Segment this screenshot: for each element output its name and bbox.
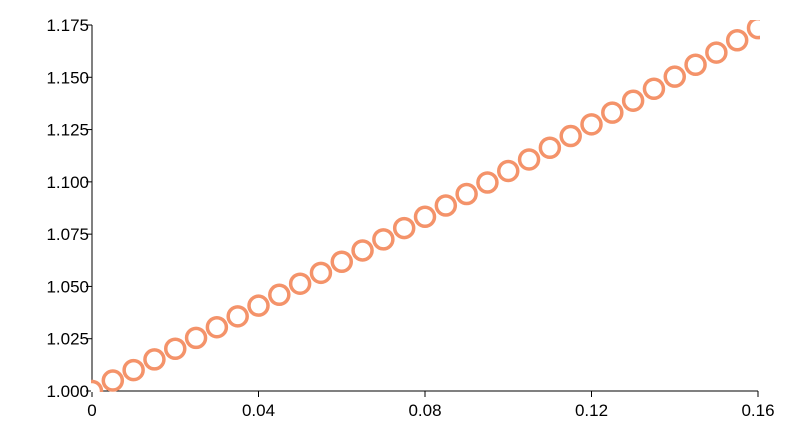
data-point	[538, 136, 562, 160]
data-point	[725, 29, 749, 52]
x-tick-label: 0.16	[741, 401, 774, 420]
data-point	[392, 216, 416, 240]
data-point	[684, 53, 707, 76]
y-tick-label: 1.050	[46, 277, 89, 296]
data-point	[91, 379, 104, 392]
data-point	[205, 315, 229, 339]
data-point	[580, 113, 603, 136]
data-point	[351, 239, 374, 262]
data-point	[476, 171, 499, 194]
data-point	[663, 65, 686, 88]
x-tick-label: 0.04	[242, 401, 275, 420]
data-point	[746, 20, 760, 40]
data-point	[101, 369, 125, 392]
y-tick-label: 1.150	[46, 68, 89, 87]
data-point	[705, 41, 728, 64]
y-tick-label: 1.025	[46, 330, 89, 349]
data-point	[372, 228, 395, 251]
data-point	[330, 250, 353, 273]
data-point	[122, 358, 145, 382]
data-point	[434, 194, 458, 217]
data-point	[517, 148, 541, 171]
data-point	[143, 348, 166, 371]
x-tick-label: 0.08	[408, 401, 441, 420]
y-tick-label: 1.175	[46, 16, 89, 35]
data-point	[621, 89, 645, 112]
x-axis: 0 0.04 0.08 0.12 0.16	[87, 390, 775, 420]
y-tick-label: 1.125	[46, 121, 89, 140]
data-point	[642, 77, 666, 101]
y-tick-label: 1.000	[46, 382, 89, 401]
x-tick-label: 0	[87, 401, 96, 420]
data-point	[413, 205, 437, 229]
data-point	[247, 294, 270, 317]
data-point	[497, 159, 520, 183]
data-point	[164, 337, 187, 361]
data-point	[601, 101, 624, 124]
data-point	[226, 305, 249, 328]
data-points	[91, 20, 760, 392]
data-point	[309, 261, 333, 285]
data-point	[559, 124, 582, 148]
y-tick-label: 1.075	[46, 225, 89, 244]
data-point	[184, 326, 208, 350]
data-point	[268, 283, 291, 307]
x-tick-label: 0.12	[575, 401, 608, 420]
y-axis: 1.000 1.025 1.050 1.075 1.100 1.125 1.150 1.175	[46, 16, 93, 401]
data-point	[288, 272, 312, 295]
data-point	[455, 182, 478, 206]
y-tick-label: 1.100	[46, 173, 89, 192]
